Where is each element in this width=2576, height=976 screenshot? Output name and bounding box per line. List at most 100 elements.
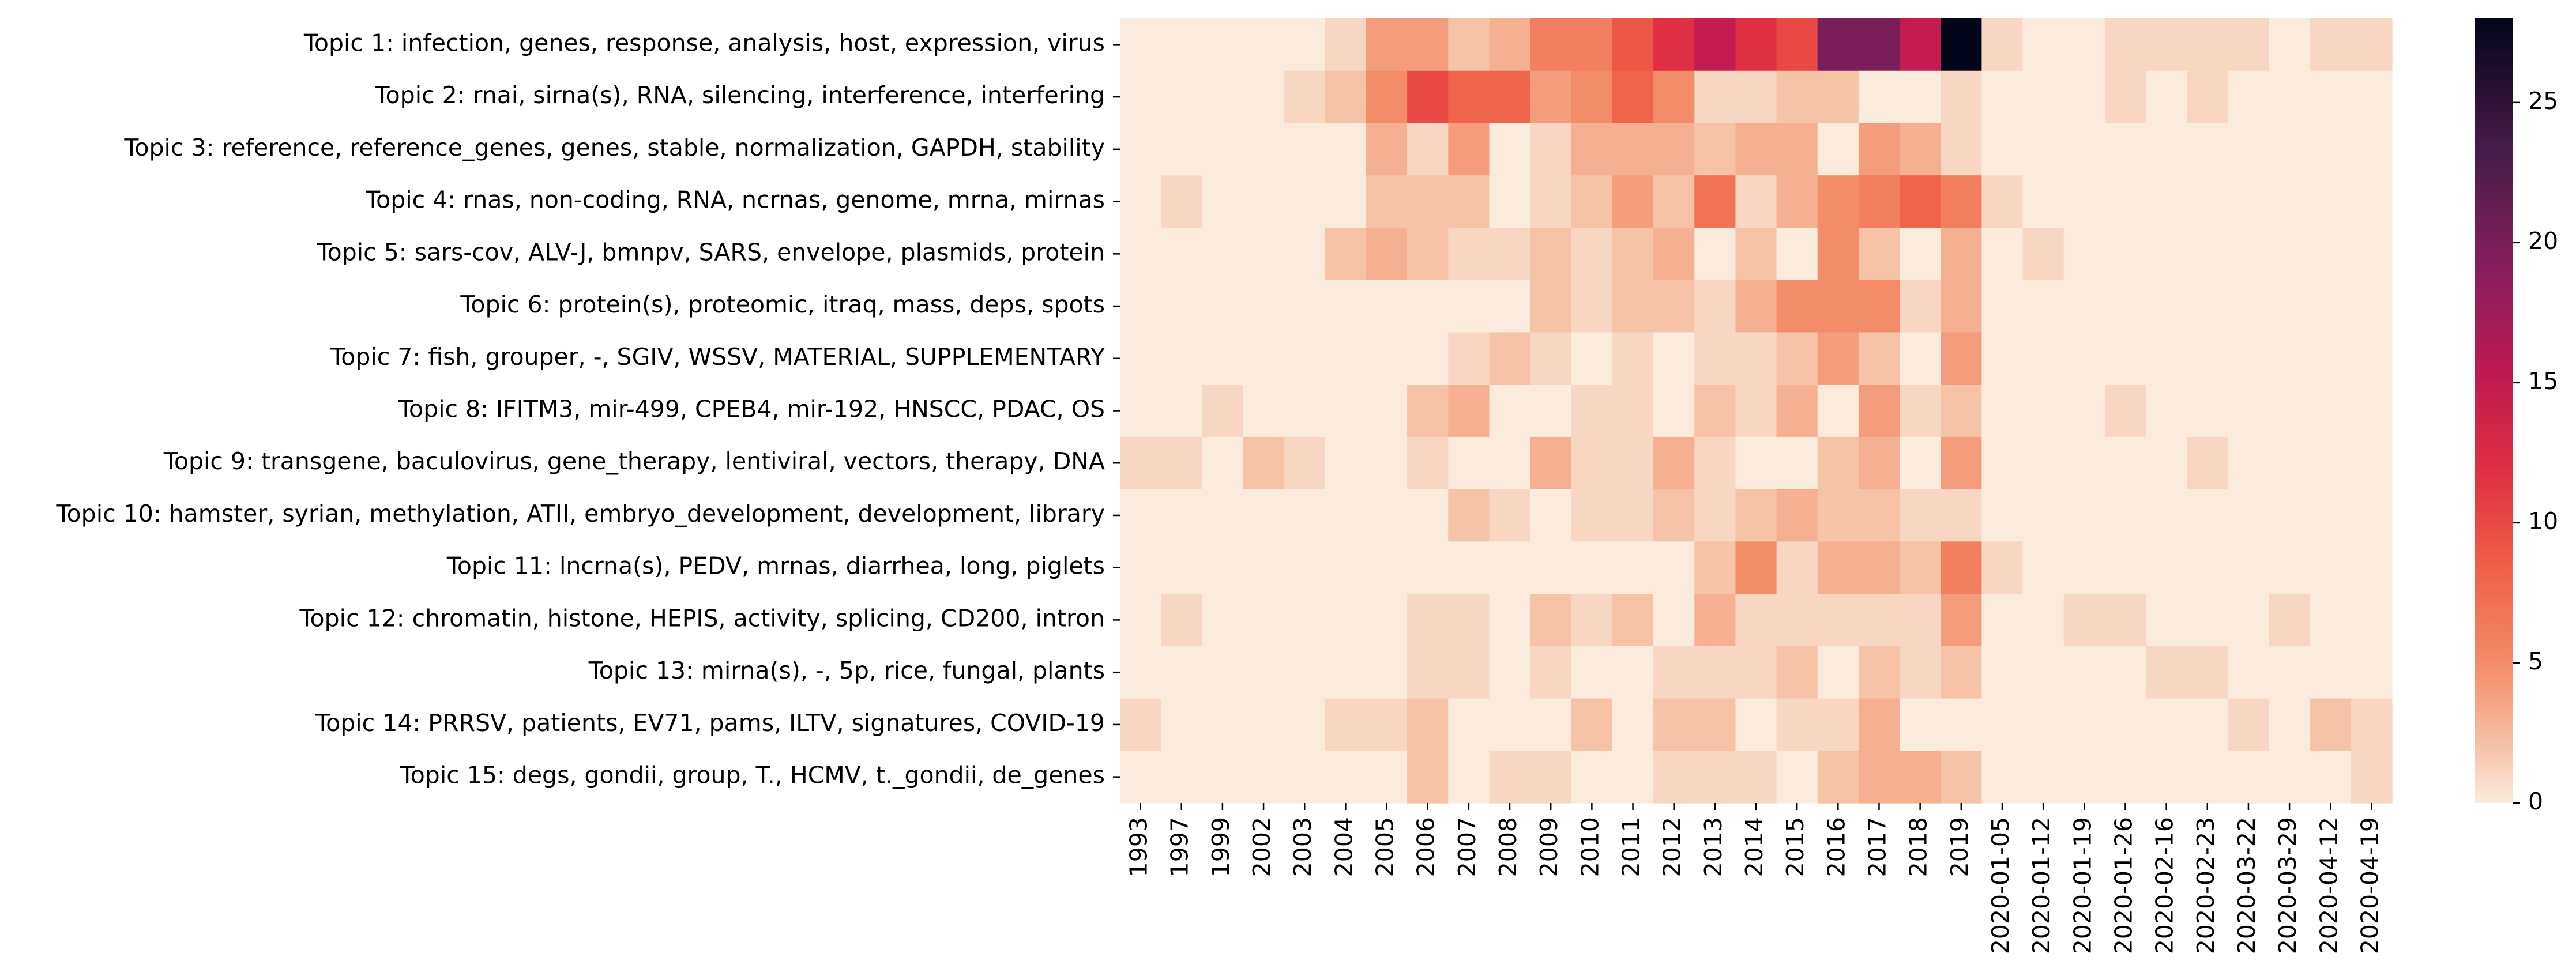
heatmap-cell <box>2351 175 2393 228</box>
heatmap-cell <box>1858 594 1900 647</box>
heatmap-cell <box>1325 280 1367 333</box>
heatmap-cell <box>1900 175 1941 228</box>
heatmap-cell <box>2104 436 2146 490</box>
heatmap-cell <box>1858 489 1900 542</box>
heatmap-cell <box>1325 18 1367 71</box>
heatmap-cell <box>2269 227 2311 281</box>
heatmap-cell <box>1858 698 1900 751</box>
heatmap-cell <box>1653 70 1695 124</box>
heatmap-cell <box>1735 436 1777 490</box>
x-tick-label: 2011 <box>1618 817 1645 877</box>
heatmap-cell <box>1407 227 1449 281</box>
heatmap-cell <box>1161 280 1202 333</box>
x-tick-label: 2020-04-19 <box>2356 817 2383 954</box>
heatmap-cell <box>1735 489 1777 542</box>
heatmap-cell <box>1325 646 1367 699</box>
heatmap-cell <box>1981 70 2024 124</box>
heatmap-cell <box>2063 751 2105 804</box>
heatmap-cell <box>2310 489 2352 542</box>
x-tick-label: 1997 <box>1166 817 1194 877</box>
heatmap-cell <box>1120 175 1161 228</box>
heatmap-cell <box>1202 436 1244 490</box>
heatmap-cell <box>1735 227 1777 281</box>
heatmap-cell <box>2187 436 2228 490</box>
x-tick-label: 2020-03-29 <box>2274 817 2302 954</box>
heatmap-cell <box>1243 436 1285 490</box>
heatmap-cell <box>1612 70 1654 124</box>
heatmap-cell <box>1284 541 1326 594</box>
heatmap-cell <box>2022 541 2064 594</box>
heatmap-cell <box>1735 385 1777 438</box>
heatmap-cell <box>1776 698 1818 751</box>
x-axis-labels: 1993 1997 1999 2002 2003 2004 2005 2006 2007 2008… <box>1125 803 2383 954</box>
heatmap-cell <box>1735 175 1777 228</box>
heatmap-cell <box>2146 18 2187 71</box>
heatmap-cell <box>1612 227 1654 281</box>
heatmap-cell <box>1776 594 1818 647</box>
heatmap-cell <box>1530 436 1572 490</box>
heatmap-cell <box>2310 18 2352 71</box>
x-tick-label: 2007 <box>1453 817 1481 877</box>
heatmap-cell <box>1284 227 1326 281</box>
heatmap-cell <box>2228 541 2270 594</box>
heatmap-cell <box>2228 646 2270 699</box>
heatmap-cell <box>2146 385 2187 438</box>
heatmap-cell <box>2187 123 2228 176</box>
heatmap-cell <box>1366 175 1408 228</box>
heatmap-cell <box>1120 541 1161 594</box>
heatmap-cell <box>1366 541 1408 594</box>
heatmap-cell <box>1202 489 1244 542</box>
heatmap-cell <box>1694 541 1736 594</box>
heatmap-cell <box>1817 646 1859 699</box>
x-tick-label: 2008 <box>1494 817 1522 877</box>
heatmap-cell <box>1489 489 1531 542</box>
heatmap-cell <box>1612 698 1654 751</box>
heatmap-cell <box>1366 227 1408 281</box>
heatmap-cell <box>1776 70 1818 124</box>
heatmap-cell <box>1612 280 1654 333</box>
heatmap-cell <box>2146 751 2187 804</box>
heatmap-cell <box>1817 541 1859 594</box>
heatmap-cell <box>1776 385 1818 438</box>
heatmap-cell <box>1161 332 1202 385</box>
heatmap-cell <box>1817 227 1859 281</box>
heatmap-cell <box>2269 70 2311 124</box>
heatmap-cell <box>1366 123 1408 176</box>
heatmap-cell <box>1653 332 1695 385</box>
heatmap-cell <box>1735 751 1777 804</box>
heatmap-cell <box>2310 175 2352 228</box>
heatmap-cell <box>1776 123 1818 176</box>
heatmap-cell <box>2187 70 2228 124</box>
x-tick-label: 1999 <box>1207 817 1235 877</box>
heatmap-cell <box>1941 332 1982 385</box>
heatmap-cell <box>1735 18 1777 71</box>
heatmap-cell <box>1941 227 1982 281</box>
heatmap-cell <box>1858 280 1900 333</box>
heatmap-cell <box>1776 541 1818 594</box>
heatmap-cell <box>1817 280 1859 333</box>
heatmap-cell <box>1776 280 1818 333</box>
heatmap-cell <box>2104 594 2146 647</box>
heatmap-cell <box>1448 436 1490 490</box>
heatmap-cell <box>1776 332 1818 385</box>
heatmap-cell <box>1735 594 1777 647</box>
heatmap-cell <box>1694 280 1736 333</box>
heatmap-cell <box>2269 646 2311 699</box>
heatmap-cell <box>2104 227 2146 281</box>
x-tick-label: 2015 <box>1781 817 1809 877</box>
heatmap-cell <box>1325 227 1367 281</box>
heatmap-cell <box>1120 698 1161 751</box>
y-tick-label: Topic 1: infection, genes, response, ana… <box>303 29 1105 56</box>
heatmap-cell <box>1653 123 1695 176</box>
heatmap-cell <box>1571 698 1613 751</box>
heatmap-cell <box>2146 594 2187 647</box>
heatmap-cell <box>2228 18 2270 71</box>
heatmap-cell <box>1202 385 1244 438</box>
heatmap-cell <box>1448 541 1490 594</box>
heatmap-cell <box>1900 332 1941 385</box>
heatmap-cell <box>1161 646 1202 699</box>
heatmap-cell <box>1612 594 1654 647</box>
x-tick-label: 2020-03-22 <box>2233 817 2261 954</box>
heatmap-cell <box>1325 332 1367 385</box>
